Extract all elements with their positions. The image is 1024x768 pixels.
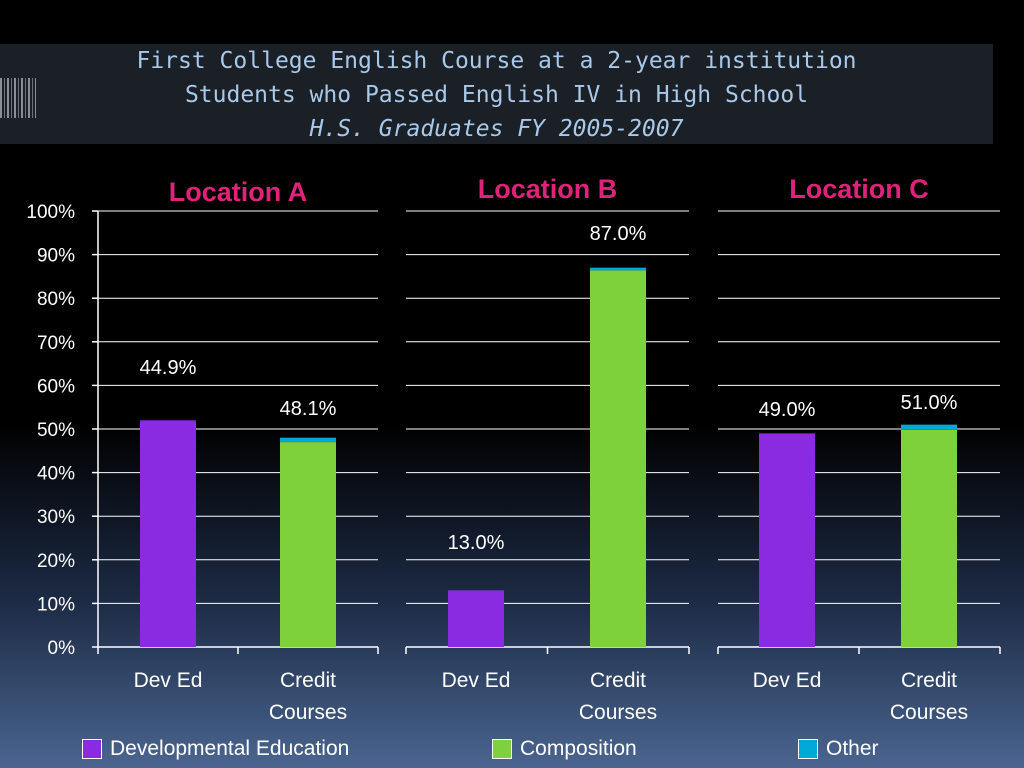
x-category-label: Dev Ed (442, 669, 511, 692)
panel-title-2: Location B (478, 174, 618, 204)
bar-value-label: 51.0% (901, 392, 958, 414)
bar-segment-dev-ed (448, 590, 504, 647)
y-tick-label: 40% (37, 464, 75, 485)
legend-swatch-other (798, 739, 818, 759)
title-band (0, 44, 993, 144)
decorative-barcode (0, 78, 36, 118)
y-tick-label: 30% (37, 507, 75, 528)
legend-swatch-composition (492, 739, 512, 759)
panel-title-3: Location C (789, 174, 929, 204)
y-tick-label: 70% (37, 333, 75, 354)
legend-item-composition: Composition (492, 736, 637, 762)
legend-item-other: Other (798, 736, 879, 762)
x-category-label: Credit Courses (890, 669, 968, 724)
legend-item-dev-ed: Developmental Education (82, 736, 349, 762)
legend-label-other: Other (826, 737, 879, 760)
bar-value-label: 49.0% (759, 399, 816, 421)
y-tick-label: 100% (26, 202, 75, 223)
bar-segment-composition (280, 442, 336, 647)
y-tick-label: 0% (48, 638, 76, 659)
y-tick-label: 60% (37, 376, 75, 397)
x-category-label: Credit Courses (269, 669, 347, 724)
y-tick-label: 50% (37, 420, 75, 441)
bar-segment-composition (590, 270, 646, 647)
bar-segment-other (590, 267, 646, 271)
panel-title-1: Location A (169, 177, 308, 207)
bar-segment-composition (901, 429, 957, 647)
slide-title-line-1: First College English Course at a 2-year… (136, 48, 857, 74)
legend-label-dev-ed: Developmental Education (110, 737, 350, 760)
legend-swatch-dev-ed (82, 739, 102, 759)
y-tick-label: 20% (37, 551, 75, 572)
x-category-label-line: Credit (280, 669, 336, 692)
bar-value-label: 44.9% (140, 357, 197, 379)
y-tick-label: 90% (37, 246, 75, 267)
y-tick-label: 10% (37, 594, 75, 615)
y-tick-label: 80% (37, 289, 75, 310)
x-category-label: Dev Ed (134, 669, 203, 692)
bar-segment-dev-ed (759, 433, 815, 647)
x-category-label-line: Courses (579, 701, 657, 724)
bar-segment-dev-ed (140, 420, 196, 647)
x-category-label-line: Credit (590, 669, 646, 692)
x-category-label-line: Courses (890, 701, 968, 724)
x-category-label-line: Courses (269, 701, 347, 724)
legend-label-composition: Composition (520, 737, 637, 760)
bar-value-label: 13.0% (448, 532, 505, 554)
bar-value-label: 48.1% (280, 398, 337, 420)
bar-value-label: 87.0% (590, 223, 647, 245)
bar-segment-other (280, 437, 336, 443)
x-category-label: Credit Courses (579, 669, 657, 724)
bar-segment-other (901, 424, 957, 430)
x-category-label-line: Credit (901, 669, 957, 692)
slide-title-line-3: H.S. Graduates FY 2005-2007 (309, 116, 684, 142)
x-category-label: Dev Ed (753, 669, 822, 692)
slide-title-line-2: Students who Passed English IV in High S… (184, 82, 809, 108)
